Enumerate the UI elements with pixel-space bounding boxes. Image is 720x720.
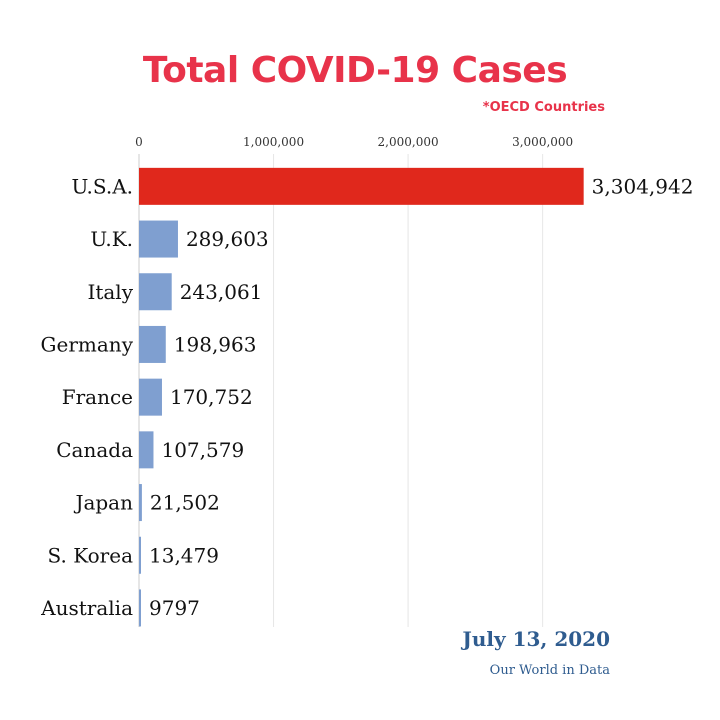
value-label: 3,304,942 xyxy=(592,174,694,198)
chart-subtitle: *OECD Countries xyxy=(482,100,605,115)
category-label: S. Korea xyxy=(48,543,134,567)
source-label: Our World in Data xyxy=(489,663,610,678)
bar xyxy=(139,167,584,205)
value-label: 13,479 xyxy=(149,543,219,567)
x-tick-label: 3,000,000 xyxy=(512,135,573,149)
category-label: Australia xyxy=(40,596,133,620)
category-label: U.S.A. xyxy=(71,174,133,198)
bar xyxy=(139,431,154,469)
bar xyxy=(139,589,141,627)
x-tick-label: 2,000,000 xyxy=(378,135,439,149)
value-label: 198,963 xyxy=(174,332,257,356)
category-label: France xyxy=(62,385,133,409)
value-label: 243,061 xyxy=(180,280,263,304)
bar xyxy=(139,536,141,574)
value-label: 289,603 xyxy=(186,227,269,251)
value-label: 107,579 xyxy=(161,438,244,462)
bar xyxy=(139,378,162,416)
category-label: Germany xyxy=(41,332,134,356)
date-label: July 13, 2020 xyxy=(462,627,610,651)
value-label: 170,752 xyxy=(170,385,253,409)
category-label: U.K. xyxy=(90,227,133,251)
x-tick-label: 1,000,000 xyxy=(243,135,304,149)
value-label: 21,502 xyxy=(150,491,220,515)
chart-title: Total COVID-19 Cases xyxy=(142,50,568,91)
x-tick-label: 0 xyxy=(135,135,143,149)
bar xyxy=(139,273,172,311)
category-label: Italy xyxy=(87,280,133,304)
bar xyxy=(139,484,142,522)
bar xyxy=(139,325,166,363)
category-label: Japan xyxy=(73,491,133,515)
bar xyxy=(139,220,178,258)
category-label: Canada xyxy=(56,438,133,462)
value-label: 9797 xyxy=(149,596,200,620)
